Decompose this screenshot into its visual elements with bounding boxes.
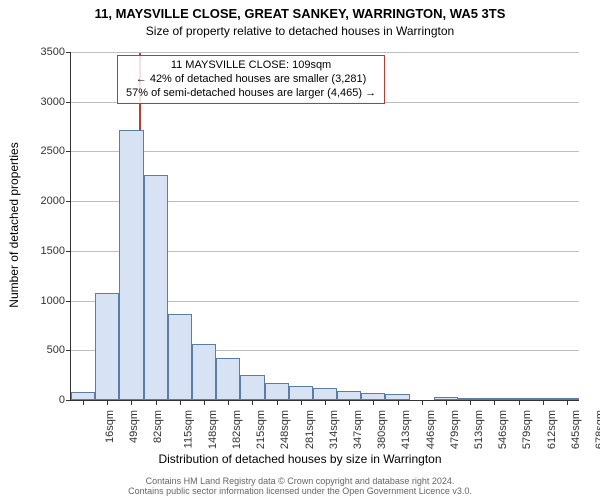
xtick-label: 182sqm bbox=[231, 410, 243, 449]
xtick-mark bbox=[373, 400, 374, 405]
xtick-mark bbox=[301, 400, 302, 405]
ytick-label: 1000 bbox=[41, 295, 65, 307]
xtick-mark bbox=[349, 400, 350, 405]
ytick-label: 3500 bbox=[41, 46, 65, 58]
ytick-label: 500 bbox=[47, 344, 65, 356]
xtick-mark bbox=[543, 400, 544, 405]
xtick-label: 347sqm bbox=[352, 410, 364, 449]
ytick-mark bbox=[66, 102, 71, 103]
xtick-mark bbox=[567, 400, 568, 405]
xtick-mark bbox=[422, 400, 423, 405]
bar bbox=[361, 393, 385, 400]
xtick-label: 281sqm bbox=[304, 410, 316, 449]
chart-container: 11, MAYSVILLE CLOSE, GREAT SANKEY, WARRI… bbox=[0, 0, 600, 500]
ytick-mark bbox=[66, 251, 71, 252]
chart-subtitle: Size of property relative to detached ho… bbox=[0, 24, 600, 38]
bar bbox=[144, 175, 168, 400]
bar bbox=[337, 391, 361, 400]
xtick-label: 546sqm bbox=[497, 410, 509, 449]
bar bbox=[95, 293, 119, 400]
grid-line bbox=[71, 151, 579, 152]
xtick-mark bbox=[156, 400, 157, 405]
ytick-mark bbox=[66, 350, 71, 351]
ytick-mark bbox=[66, 52, 71, 53]
xtick-label: 479sqm bbox=[449, 410, 461, 449]
xtick-label: 446sqm bbox=[425, 410, 437, 449]
xtick-mark bbox=[398, 400, 399, 405]
xtick-label: 215sqm bbox=[255, 410, 267, 449]
bar bbox=[216, 358, 240, 400]
xtick-label: 380sqm bbox=[376, 410, 388, 449]
xtick-label: 645sqm bbox=[570, 410, 582, 449]
xtick-label: 148sqm bbox=[207, 410, 219, 449]
grid-line bbox=[71, 52, 579, 53]
xtick-label: 612sqm bbox=[546, 410, 558, 449]
bar bbox=[192, 344, 216, 400]
ytick-label: 0 bbox=[59, 394, 65, 406]
xtick-mark bbox=[446, 400, 447, 405]
xtick-mark bbox=[204, 400, 205, 405]
xtick-mark bbox=[83, 400, 84, 405]
xtick-label: 16sqm bbox=[104, 410, 116, 443]
xtick-label: 678sqm bbox=[594, 410, 600, 449]
xtick-mark bbox=[494, 400, 495, 405]
ytick-mark bbox=[66, 400, 71, 401]
xtick-mark bbox=[519, 400, 520, 405]
xtick-mark bbox=[470, 400, 471, 405]
y-axis-label: Number of detached properties bbox=[7, 125, 21, 325]
ytick-mark bbox=[66, 301, 71, 302]
xtick-mark bbox=[228, 400, 229, 405]
xtick-label: 579sqm bbox=[521, 410, 533, 449]
bar bbox=[313, 388, 337, 400]
xtick-label: 248sqm bbox=[280, 410, 292, 449]
xtick-label: 513sqm bbox=[473, 410, 485, 449]
bar bbox=[168, 314, 192, 401]
chart-title: 11, MAYSVILLE CLOSE, GREAT SANKEY, WARRI… bbox=[0, 6, 600, 21]
xtick-label: 82sqm bbox=[153, 410, 165, 443]
xtick-mark bbox=[107, 400, 108, 405]
info-box-line: 11 MAYSVILLE CLOSE: 109sqm bbox=[126, 59, 376, 73]
x-axis-label: Distribution of detached houses by size … bbox=[0, 452, 600, 466]
info-box: 11 MAYSVILLE CLOSE: 109sqm← 42% of detac… bbox=[117, 55, 385, 104]
ytick-mark bbox=[66, 151, 71, 152]
xtick-label: 49sqm bbox=[128, 410, 140, 443]
xtick-mark bbox=[131, 400, 132, 405]
ytick-label: 3000 bbox=[41, 96, 65, 108]
plot-area: 050010001500200025003000350016sqm49sqm82… bbox=[70, 52, 579, 401]
ytick-label: 2000 bbox=[41, 195, 65, 207]
info-box-line: ← 42% of detached houses are smaller (3,… bbox=[126, 73, 376, 87]
ytick-mark bbox=[66, 201, 71, 202]
xtick-label: 314sqm bbox=[328, 410, 340, 449]
bar bbox=[71, 392, 95, 400]
bar bbox=[289, 386, 313, 400]
bar bbox=[119, 130, 143, 400]
xtick-mark bbox=[180, 400, 181, 405]
xtick-mark bbox=[252, 400, 253, 405]
bar bbox=[240, 375, 264, 400]
footer-attribution: Contains HM Land Registry data © Crown c… bbox=[0, 476, 600, 496]
ytick-label: 1500 bbox=[41, 245, 65, 257]
bar bbox=[265, 383, 289, 400]
xtick-label: 115sqm bbox=[182, 410, 194, 448]
info-box-line: 57% of semi-detached houses are larger (… bbox=[126, 87, 376, 101]
xtick-mark bbox=[325, 400, 326, 405]
xtick-label: 413sqm bbox=[401, 410, 413, 449]
ytick-label: 2500 bbox=[41, 145, 65, 157]
xtick-mark bbox=[277, 400, 278, 405]
